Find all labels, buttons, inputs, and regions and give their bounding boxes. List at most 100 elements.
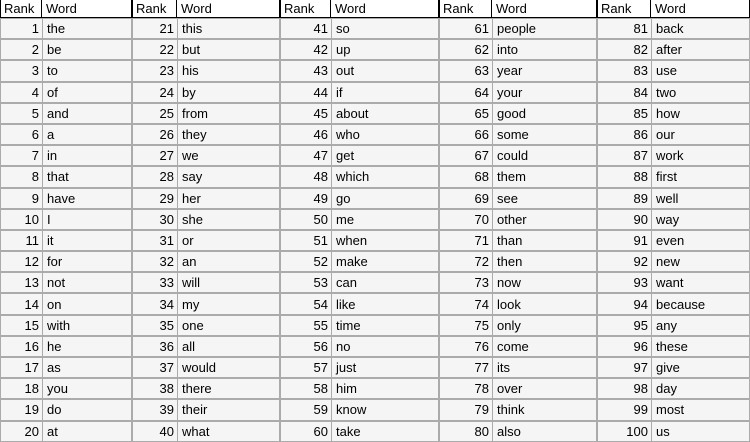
table-row: 36 all bbox=[132, 335, 280, 357]
word-cell: give bbox=[651, 357, 750, 379]
rank-cell: 18 bbox=[0, 378, 42, 400]
word-rank-table-group-4: Rank Word 61 people 62 into 63 year 64 your 65 good… bbox=[439, 0, 597, 442]
header-row: Rank Word bbox=[0, 0, 132, 18]
rank-cell: 22 bbox=[132, 39, 177, 61]
word-column-header: Word bbox=[177, 0, 280, 18]
word-cell: first bbox=[651, 166, 750, 188]
word-cell: he bbox=[42, 335, 132, 357]
rank-cell: 21 bbox=[132, 18, 177, 40]
rank-cell: 56 bbox=[280, 335, 331, 357]
word-cell: about bbox=[331, 102, 439, 124]
rank-cell: 48 bbox=[280, 166, 331, 188]
table-row: 74 look bbox=[439, 293, 597, 315]
rank-cell: 3 bbox=[0, 60, 42, 82]
table-row: 76 come bbox=[439, 335, 597, 357]
table-row: 1 the bbox=[0, 18, 132, 40]
rank-cell: 66 bbox=[439, 123, 492, 146]
rank-cell: 17 bbox=[0, 357, 42, 379]
rank-cell: 83 bbox=[597, 60, 651, 82]
table-row: 72 then bbox=[439, 251, 597, 273]
word-cell: from bbox=[177, 102, 280, 124]
table-row: 3 to bbox=[0, 60, 132, 82]
table-row: 30 she bbox=[132, 208, 280, 230]
table-row: 4 of bbox=[0, 81, 132, 103]
word-cell: they bbox=[177, 123, 280, 146]
rank-cell: 4 bbox=[0, 81, 42, 103]
table-row: 50 me bbox=[280, 208, 439, 230]
table-row: 5 and bbox=[0, 102, 132, 124]
word-cell: other bbox=[492, 208, 597, 230]
table-row: 81 back bbox=[597, 18, 750, 40]
word-cell: at bbox=[42, 420, 132, 442]
word-cell: these bbox=[651, 335, 750, 357]
rank-cell: 67 bbox=[439, 145, 492, 167]
table-row: 60 take bbox=[280, 420, 439, 442]
rank-cell: 24 bbox=[132, 81, 177, 103]
table-row: 69 see bbox=[439, 187, 597, 209]
table-row: 96 these bbox=[597, 335, 750, 357]
rank-cell: 25 bbox=[132, 102, 177, 124]
word-cell: take bbox=[331, 420, 439, 442]
rank-cell: 85 bbox=[597, 102, 651, 124]
word-cell: could bbox=[492, 145, 597, 167]
rank-cell: 37 bbox=[132, 357, 177, 379]
rank-cell: 65 bbox=[439, 102, 492, 124]
table-row: 85 how bbox=[597, 102, 750, 124]
word-cell: the bbox=[42, 18, 132, 40]
header-row: Rank Word bbox=[280, 0, 439, 18]
word-cell: in bbox=[42, 145, 132, 167]
rank-cell: 47 bbox=[280, 145, 331, 167]
word-cell: do bbox=[42, 399, 132, 421]
word-cell: its bbox=[492, 357, 597, 379]
rank-cell: 86 bbox=[597, 123, 651, 146]
word-cell: would bbox=[177, 357, 280, 379]
word-cell: know bbox=[331, 399, 439, 421]
word-cell: one bbox=[177, 314, 280, 336]
word-rank-table-group-3: Rank Word 41 so 42 up 43 out 44 if 45 about 46 who 47 g… bbox=[280, 0, 439, 442]
word-cell: this bbox=[177, 18, 280, 40]
table-row: 100 us bbox=[597, 420, 750, 442]
word-column-header: Word bbox=[42, 0, 132, 18]
word-cell: a bbox=[42, 123, 132, 146]
table-row: 94 because bbox=[597, 293, 750, 315]
table-row: 8 that bbox=[0, 166, 132, 188]
word-cell: what bbox=[177, 420, 280, 442]
table-row: 37 would bbox=[132, 357, 280, 379]
word-cell: my bbox=[177, 293, 280, 315]
table-row: 56 no bbox=[280, 335, 439, 357]
rank-cell: 54 bbox=[280, 293, 331, 315]
table-row: 63 year bbox=[439, 60, 597, 82]
table-row: 32 an bbox=[132, 251, 280, 273]
rank-cell: 10 bbox=[0, 208, 42, 230]
rank-cell: 39 bbox=[132, 399, 177, 421]
table-row: 35 one bbox=[132, 314, 280, 336]
rank-cell: 60 bbox=[280, 420, 331, 442]
word-cell: than bbox=[492, 229, 597, 252]
table-row: 80 also bbox=[439, 420, 597, 442]
table-row: 55 time bbox=[280, 314, 439, 336]
table-row: 7 in bbox=[0, 145, 132, 167]
rank-column-header: Rank bbox=[280, 0, 331, 18]
rank-cell: 20 bbox=[0, 420, 42, 442]
word-cell: I bbox=[42, 208, 132, 230]
table-row: 49 go bbox=[280, 187, 439, 209]
word-cell: say bbox=[177, 166, 280, 188]
header-row: Rank Word bbox=[439, 0, 597, 18]
word-cell: his bbox=[177, 60, 280, 82]
rank-cell: 15 bbox=[0, 314, 42, 336]
table-row: 70 other bbox=[439, 208, 597, 230]
rank-cell: 23 bbox=[132, 60, 177, 82]
table-row: 18 you bbox=[0, 378, 132, 400]
rank-cell: 63 bbox=[439, 60, 492, 82]
rank-cell: 2 bbox=[0, 39, 42, 61]
word-cell: our bbox=[651, 123, 750, 146]
rank-cell: 12 bbox=[0, 251, 42, 273]
rank-cell: 71 bbox=[439, 229, 492, 252]
rank-cell: 38 bbox=[132, 378, 177, 400]
word-cell: him bbox=[331, 378, 439, 400]
table-row: 10 I bbox=[0, 208, 132, 230]
table-row: 20 at bbox=[0, 420, 132, 442]
word-cell: way bbox=[651, 208, 750, 230]
word-cell: make bbox=[331, 251, 439, 273]
rank-cell: 88 bbox=[597, 166, 651, 188]
